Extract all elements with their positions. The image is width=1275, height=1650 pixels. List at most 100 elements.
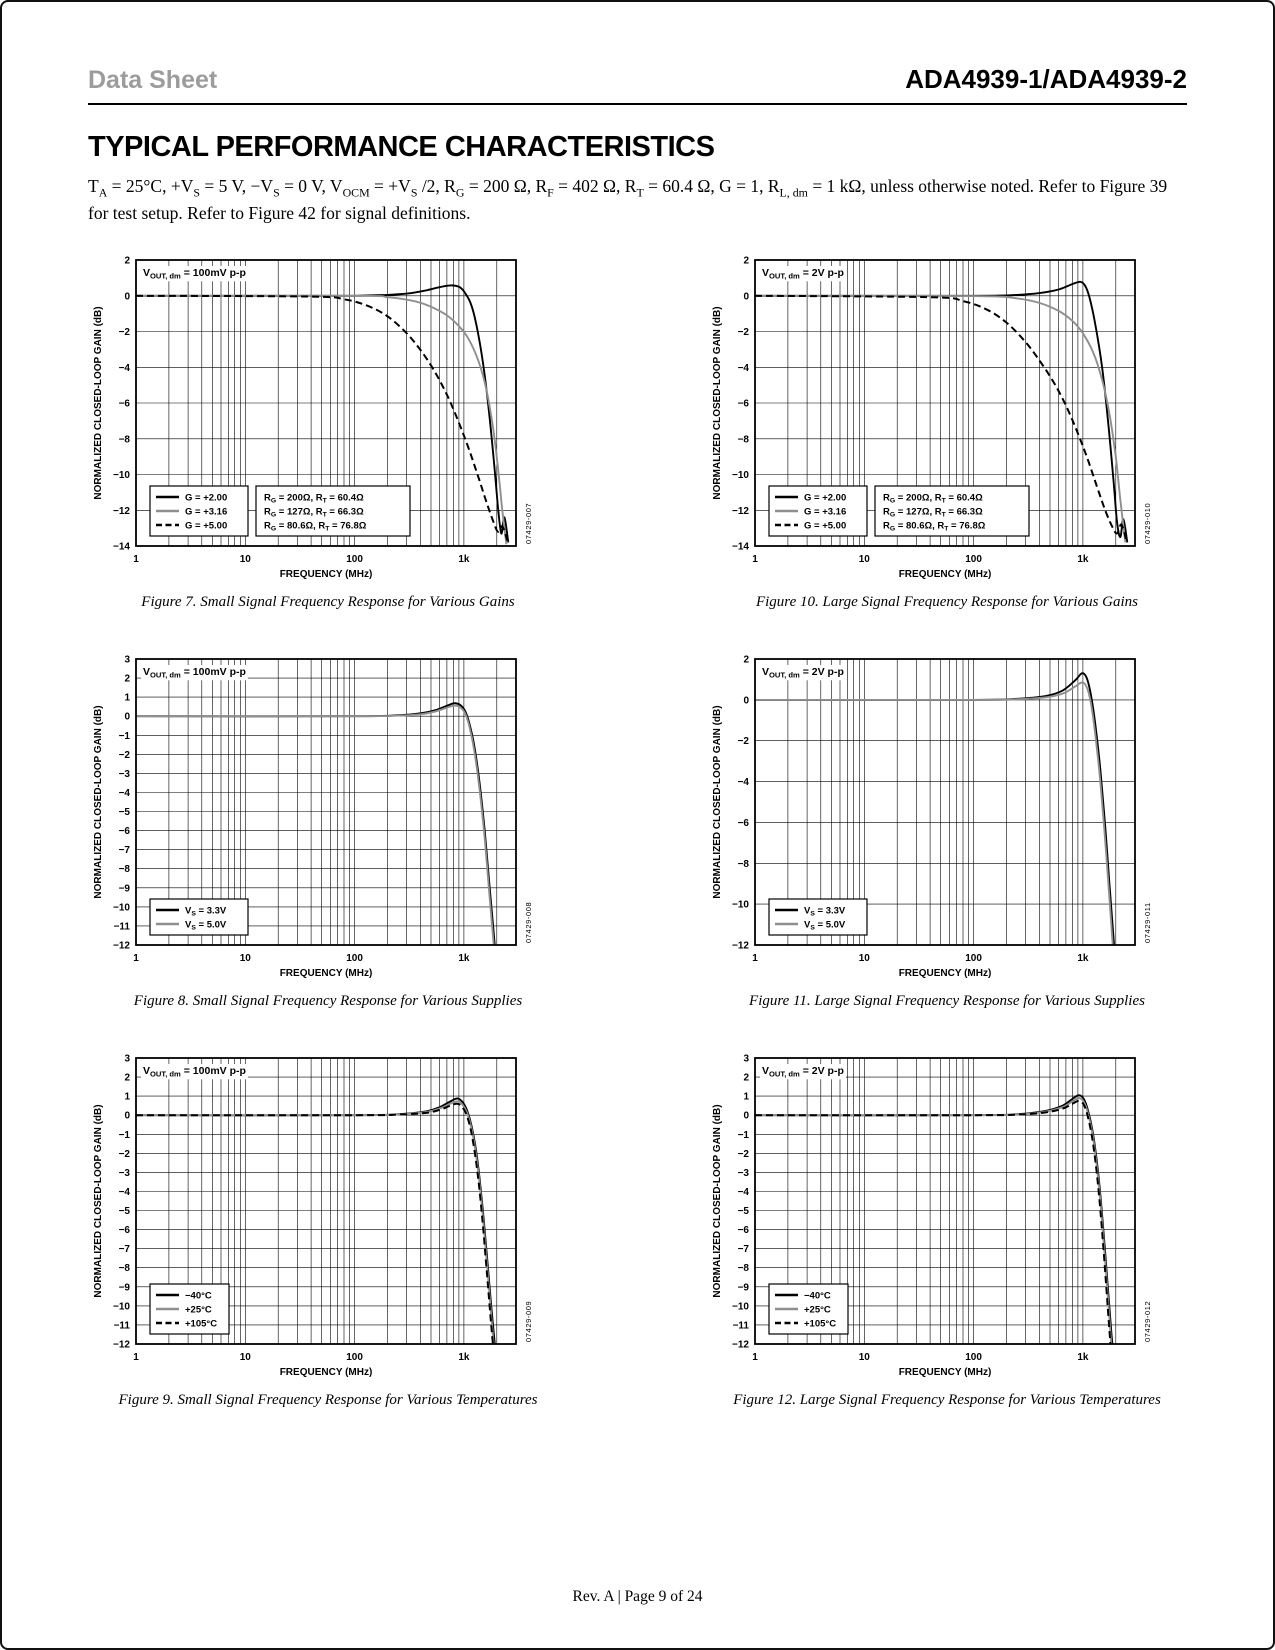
svg-text:10: 10 — [859, 953, 871, 964]
svg-text:−4: −4 — [119, 363, 131, 374]
svg-text:1: 1 — [133, 953, 139, 964]
svg-text:VOUT, dm = 100mV p-p: VOUT, dm = 100mV p-p — [143, 666, 246, 679]
svg-text:+25°C: +25°C — [185, 1305, 212, 1316]
series-group — [136, 284, 510, 545]
svg-text:VS = 3.3V: VS = 3.3V — [804, 906, 846, 918]
legend: VS = 3.3V VS = 5.0V — [149, 898, 249, 936]
svg-text:−1: −1 — [738, 1130, 750, 1141]
x-axis-label: FREQUENCY (MHz) — [280, 968, 373, 979]
svg-text:−12: −12 — [113, 506, 130, 517]
chart-annotation: VOUT, dm = 100mV p-p — [141, 1064, 248, 1080]
svg-text:−12: −12 — [732, 506, 749, 517]
chart-fig10: −14 −12 −10 −8 −6 −4 −2 0 2 1 10 100 1k FREQUENCY (MH… — [707, 250, 1187, 589]
page-header: Data Sheet ADA4939-1/ADA4939-2 — [88, 64, 1187, 95]
svg-text:100: 100 — [965, 554, 982, 565]
svg-text:−5: −5 — [119, 807, 131, 818]
header-rule — [88, 103, 1187, 105]
svg-text:−10: −10 — [113, 903, 130, 914]
chart-annotation: VOUT, dm = 2V p-p — [760, 266, 846, 282]
x-axis-label: FREQUENCY (MHz) — [899, 569, 992, 580]
figure-code-vertical: 07429-008 — [524, 902, 533, 943]
plot-border — [754, 259, 1136, 548]
svg-text:2: 2 — [124, 1073, 130, 1084]
chart-annotation: VOUT, dm = 2V p-p — [760, 1064, 846, 1080]
svg-text:VOUT, dm = 100mV p-p: VOUT, dm = 100mV p-p — [143, 1065, 246, 1078]
svg-text:1: 1 — [124, 693, 130, 704]
plot-border — [754, 658, 1136, 947]
plot-border — [135, 259, 517, 548]
svg-text:G = +2.00: G = +2.00 — [804, 493, 846, 504]
chart-annotation: VOUT, dm = 100mV p-p — [141, 665, 248, 681]
svg-text:+105°C: +105°C — [185, 1319, 217, 1330]
svg-text:−11: −11 — [733, 1321, 750, 1332]
svg-text:−4: −4 — [119, 788, 131, 799]
svg-text:−10: −10 — [113, 470, 130, 481]
svg-text:3: 3 — [124, 655, 130, 666]
svg-text:10: 10 — [859, 554, 871, 565]
y-axis-label: NORMALIZED CLOSED-LOOP GAIN (dB) — [712, 706, 723, 899]
svg-text:−12: −12 — [732, 1340, 749, 1351]
y-axis-label: NORMALIZED CLOSED-LOOP GAIN (dB) — [93, 307, 104, 500]
svg-text:−10: −10 — [732, 900, 749, 911]
svg-text:−40°C: −40°C — [804, 1291, 831, 1302]
svg-text:0: 0 — [124, 1111, 130, 1122]
figure-code-vertical: 07429-009 — [524, 1301, 533, 1342]
figure-9-caption: Figure 9. Small Signal Frequency Respons… — [118, 1392, 538, 1409]
series-line — [136, 704, 495, 946]
part-number-title: ADA4939-1/ADA4939-2 — [905, 64, 1187, 94]
svg-text:100: 100 — [346, 1352, 363, 1363]
svg-text:−2: −2 — [119, 750, 131, 761]
svg-text:VOUT, dm = 100mV p-p: VOUT, dm = 100mV p-p — [143, 267, 246, 280]
plot-border — [135, 1057, 517, 1346]
svg-text:1k: 1k — [1077, 1352, 1089, 1363]
svg-text:−8: −8 — [119, 435, 131, 446]
y-axis-label: NORMALIZED CLOSED-LOOP GAIN (dB) — [93, 1105, 104, 1298]
figure-10-caption: Figure 10. Large Signal Frequency Respon… — [755, 594, 1139, 611]
series-line — [136, 295, 509, 542]
legend: G = +2.00 G = +3.16 G = +5.00 RG = 200Ω, RT… — [149, 485, 411, 537]
svg-text:1: 1 — [124, 1092, 130, 1103]
svg-text:VOUT, dm = 2V p-p: VOUT, dm = 2V p-p — [762, 1065, 844, 1078]
x-axis-label: FREQUENCY (MHz) — [899, 968, 992, 979]
svg-text:−6: −6 — [738, 818, 750, 829]
svg-text:VS = 3.3V: VS = 3.3V — [185, 906, 227, 918]
svg-text:−12: −12 — [732, 941, 749, 952]
svg-text:−2: −2 — [119, 327, 131, 338]
svg-text:0: 0 — [743, 292, 749, 303]
svg-text:−2: −2 — [738, 736, 750, 747]
svg-text:−7: −7 — [119, 845, 131, 856]
svg-text:1: 1 — [743, 1092, 749, 1103]
svg-text:−9: −9 — [119, 884, 131, 895]
series-line — [755, 295, 1128, 542]
svg-text:−5: −5 — [738, 1206, 750, 1217]
svg-text:1k: 1k — [458, 1352, 470, 1363]
svg-text:−4: −4 — [738, 363, 750, 374]
svg-text:−3: −3 — [738, 1168, 750, 1179]
svg-text:1: 1 — [133, 1352, 139, 1363]
svg-text:G = +3.16: G = +3.16 — [185, 507, 227, 518]
svg-text:−1: −1 — [119, 1130, 131, 1141]
figure-11-caption: Figure 11. Large Signal Frequency Respon… — [749, 993, 1145, 1010]
plot-border — [754, 1057, 1136, 1346]
svg-text:−4: −4 — [738, 777, 750, 788]
series-line — [755, 281, 1129, 543]
svg-text:−5: −5 — [119, 1206, 131, 1217]
svg-text:−6: −6 — [738, 1225, 750, 1236]
figure-12: −12 −11 −10 −9 −8 −7 −6 −5 −4 −3 −2 −1 0 1 2 3 1 10 100 1k F… — [707, 1048, 1187, 1409]
svg-text:−3: −3 — [119, 1168, 131, 1179]
grid-lines — [754, 658, 1136, 946]
series-group — [755, 281, 1129, 543]
svg-text:−3: −3 — [119, 769, 131, 780]
plot-border — [135, 658, 517, 947]
svg-text:2: 2 — [124, 256, 130, 267]
figure-11: −12 −10 −8 −6 −4 −2 0 2 1 10 100 1k FREQUENCY (MHz) N… — [707, 649, 1187, 1010]
y-axis-label: NORMALIZED CLOSED-LOOP GAIN (dB) — [712, 1105, 723, 1298]
svg-text:10: 10 — [240, 953, 252, 964]
series-line — [136, 294, 508, 545]
svg-text:−11: −11 — [114, 1321, 131, 1332]
svg-text:3: 3 — [124, 1054, 130, 1065]
svg-text:0: 0 — [124, 712, 130, 723]
